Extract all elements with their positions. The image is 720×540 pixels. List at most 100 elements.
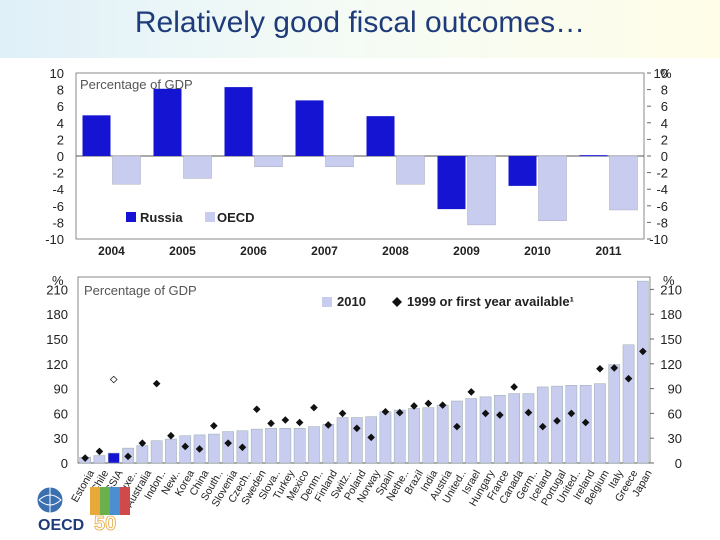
marker-1999	[281, 416, 290, 424]
bar-2010	[565, 385, 578, 464]
russia-bar	[579, 155, 608, 157]
bar-2010	[250, 428, 263, 464]
chart1-ytick-right: 4	[661, 116, 668, 131]
bar-2010	[308, 426, 320, 464]
chart2-box-label: Percentage of GDP	[84, 283, 197, 298]
oecd-bar	[609, 155, 638, 211]
chart1-ytick-right: 2	[661, 132, 668, 147]
bar-2010	[479, 396, 492, 464]
chart2-ytick-left: 30	[54, 431, 68, 446]
bar-2010	[393, 409, 406, 464]
chart1-ytick-left: 10	[50, 66, 64, 81]
marker-1999	[438, 401, 447, 409]
chart2-right-unit: %	[663, 273, 675, 288]
oecd-bar	[254, 155, 283, 168]
marker-1999	[152, 379, 161, 388]
chart1-xtick-label: 2007	[311, 244, 338, 258]
chart2-ytick-left: 60	[54, 406, 68, 421]
logo-number: 50	[94, 513, 116, 534]
bar-2010	[265, 428, 277, 464]
russia-bar	[366, 116, 395, 156]
chart1-ytick-left: 0	[57, 149, 64, 164]
oecd-bar	[396, 155, 425, 185]
chart2-ytick-right: 0	[675, 456, 682, 471]
chart1-xtick-label: 2005	[169, 244, 196, 258]
legend-swatch-oecd	[205, 212, 215, 222]
chart1-ytick-right: -4	[656, 182, 668, 197]
marker-1999	[267, 419, 275, 428]
marker-1999	[210, 422, 218, 430]
chart1-ytick-left: 2	[57, 132, 64, 147]
marker-1999	[453, 422, 461, 431]
bar-2010	[422, 407, 435, 464]
bar-2010	[136, 445, 149, 464]
bar-2010	[208, 433, 220, 464]
chart1-ytick-right: -10	[649, 232, 668, 247]
marker-1999	[481, 409, 490, 418]
marker-1999	[381, 407, 390, 416]
chart1-ytick-right: -6	[656, 199, 668, 214]
marker-1999	[95, 447, 104, 456]
chart2-ytick-left: 150	[46, 332, 68, 347]
chart2-legend: 2010 1999 or first year available¹	[322, 294, 574, 309]
marker-1999	[167, 431, 175, 440]
marker-1999	[353, 424, 361, 433]
marker-1999	[538, 422, 547, 431]
title-band	[0, 0, 720, 58]
marker-1999	[524, 408, 533, 417]
chart1-ytick-right: -8	[656, 215, 668, 230]
marker-1999	[395, 408, 404, 417]
chart2-ytick-left: 180	[46, 307, 68, 322]
bar-2010	[351, 417, 363, 464]
legend-label-russia: Russia	[140, 210, 183, 225]
legend-swatch-2010	[322, 297, 332, 307]
chart2-ytick-right: 150	[660, 332, 682, 347]
marker-1999	[610, 364, 619, 372]
bar-2010	[465, 398, 478, 464]
marker-1999	[195, 445, 204, 453]
bar-2010	[279, 428, 292, 464]
chart1-ytick-right: -2	[656, 166, 668, 181]
marker-1999	[252, 405, 261, 414]
oecd-50-logo: OECD 50	[36, 484, 136, 534]
russia-bar	[295, 100, 324, 156]
chart2-ytick-left: 90	[54, 382, 68, 397]
bar-2010	[322, 423, 335, 464]
oecd-bar	[325, 155, 354, 168]
chart1-ytick-right: 10	[654, 66, 668, 81]
chart1-xtick-label: 2009	[453, 244, 480, 258]
legend-swatch-russia	[126, 212, 136, 222]
marker-1999	[224, 439, 232, 447]
bar-2010	[408, 408, 420, 464]
chart2-left-unit: %	[52, 273, 64, 288]
oecd-logo-text: OECD	[38, 517, 84, 534]
marker-1999	[81, 454, 89, 462]
bar-2010	[594, 383, 606, 464]
bar-2010	[93, 455, 106, 464]
legend-label-1999: 1999 or first year available¹	[407, 294, 574, 309]
chart1-xtick-label: 2010	[524, 244, 551, 258]
russia-bar	[224, 87, 253, 156]
marker-1999	[639, 347, 647, 356]
russia-bar	[508, 156, 537, 186]
marker-1999	[410, 402, 418, 410]
chart2-ytick-right: 120	[660, 357, 682, 372]
chart2-ytick-left: 210	[46, 282, 68, 297]
bar-2010	[637, 280, 649, 464]
chart2-ytick-left: 0	[61, 456, 68, 471]
chart1-ytick-left: -2	[52, 166, 64, 181]
chart1-xtick-label: 2011	[595, 244, 621, 258]
marker-1999	[596, 364, 604, 373]
marker-1999	[138, 439, 147, 447]
bar-2010	[622, 344, 635, 464]
chart1-ytick-right: 8	[661, 83, 668, 98]
legend-label-2010: 2010	[337, 294, 366, 309]
marker-1999	[367, 433, 375, 442]
chart1-ytick-left: 4	[57, 116, 64, 131]
oecd-bar	[538, 155, 567, 221]
chart2-ytick-right: 180	[660, 307, 682, 322]
bar-2010	[494, 394, 506, 464]
chart1-ytick-left: -4	[52, 182, 64, 197]
